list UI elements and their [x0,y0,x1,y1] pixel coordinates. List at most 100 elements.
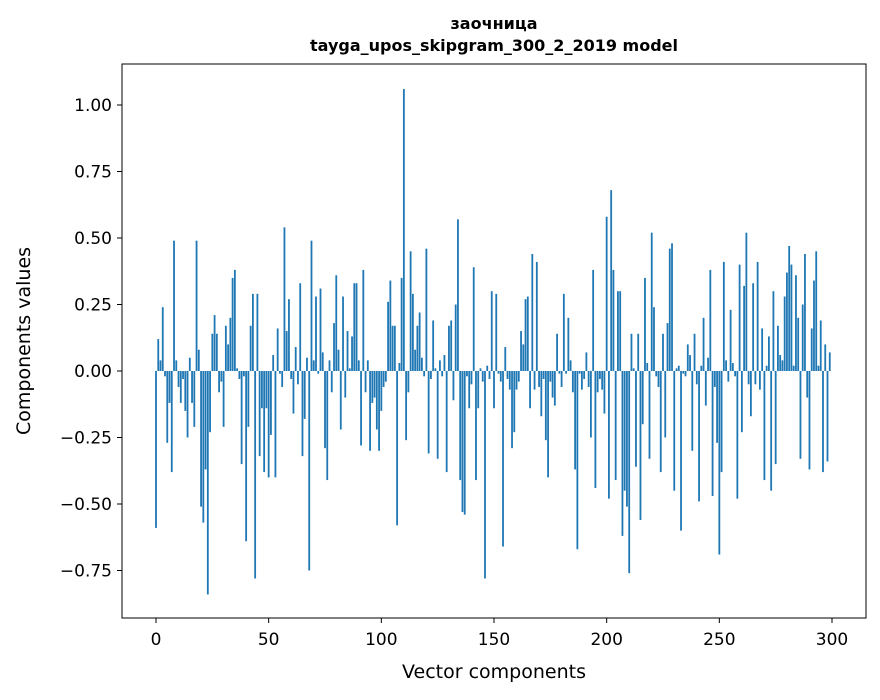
bar [324,371,326,449]
bar [211,333,214,371]
bar [635,371,637,467]
bar [659,371,662,473]
bar [632,368,635,371]
bar [621,371,624,536]
bar [646,363,649,371]
bar [695,371,698,385]
y-tick-label: 0.00 [74,362,112,382]
bar [617,291,619,371]
bar [668,248,671,371]
bar [267,371,270,478]
bar [353,283,356,371]
bar [815,251,818,371]
bar [542,371,545,379]
x-tick-label: 250 [703,630,735,650]
bar [567,317,570,371]
bar [229,317,232,371]
y-tick-label: 0.50 [74,229,112,249]
bar [709,269,712,371]
bar [804,253,806,371]
bar [666,323,669,371]
bar [348,368,351,371]
bar [484,371,486,579]
bar [612,269,615,371]
bar [770,371,773,491]
bar [529,371,531,409]
bar [813,280,815,371]
bar [179,371,182,403]
bar [430,371,432,379]
bar [702,317,705,371]
bar [499,371,502,382]
bar [227,344,230,371]
bar [682,371,685,374]
bar [161,307,164,371]
bar [592,269,595,371]
bar [644,277,646,371]
bar [220,371,223,382]
bar [745,232,748,371]
bar [191,371,193,403]
bar [675,368,678,371]
bar [283,227,286,371]
bar [389,280,392,371]
bar [493,371,495,409]
bar [470,371,473,385]
bar [279,371,281,374]
bar [184,371,187,411]
bar [263,371,266,473]
bar [270,371,272,435]
bar [425,248,428,371]
bar [725,360,727,371]
bar [182,371,184,379]
bar [276,328,279,371]
bar [157,339,160,371]
bar [758,371,761,390]
bar [743,285,746,371]
bar [285,331,288,371]
bar [202,371,205,523]
y-tick-label: −0.25 [60,429,112,449]
bar [538,371,540,387]
bar [461,371,464,512]
bar [434,368,437,371]
bar [209,371,211,433]
bar [380,371,383,411]
bar [382,371,385,387]
bar [218,371,220,393]
bar [540,371,543,417]
bar [321,352,324,371]
bar [502,371,504,547]
bar [605,216,608,371]
bar [256,293,259,371]
bar [731,363,734,371]
bar [707,357,709,371]
bar [481,371,484,382]
bar [233,269,236,371]
x-tick-label: 150 [478,630,510,650]
bar [177,371,180,387]
chart-title: заочница [451,14,538,33]
bar [369,371,371,451]
bar [711,371,714,497]
bar [475,371,477,481]
bar [763,371,766,481]
y-tick-label: −0.50 [60,495,112,515]
x-tick-label: 200 [590,630,622,650]
bar [391,325,394,371]
bar [197,349,200,371]
bar [655,371,658,377]
bar [515,371,518,390]
bar [400,277,403,371]
bar [290,371,293,379]
bar [258,371,261,457]
bar [718,371,721,555]
bar [472,267,475,371]
bar [648,371,651,459]
bar [806,371,809,398]
bar [495,293,498,371]
bar [357,360,360,371]
bar [445,371,448,473]
bar [547,371,549,478]
bar [173,240,175,371]
